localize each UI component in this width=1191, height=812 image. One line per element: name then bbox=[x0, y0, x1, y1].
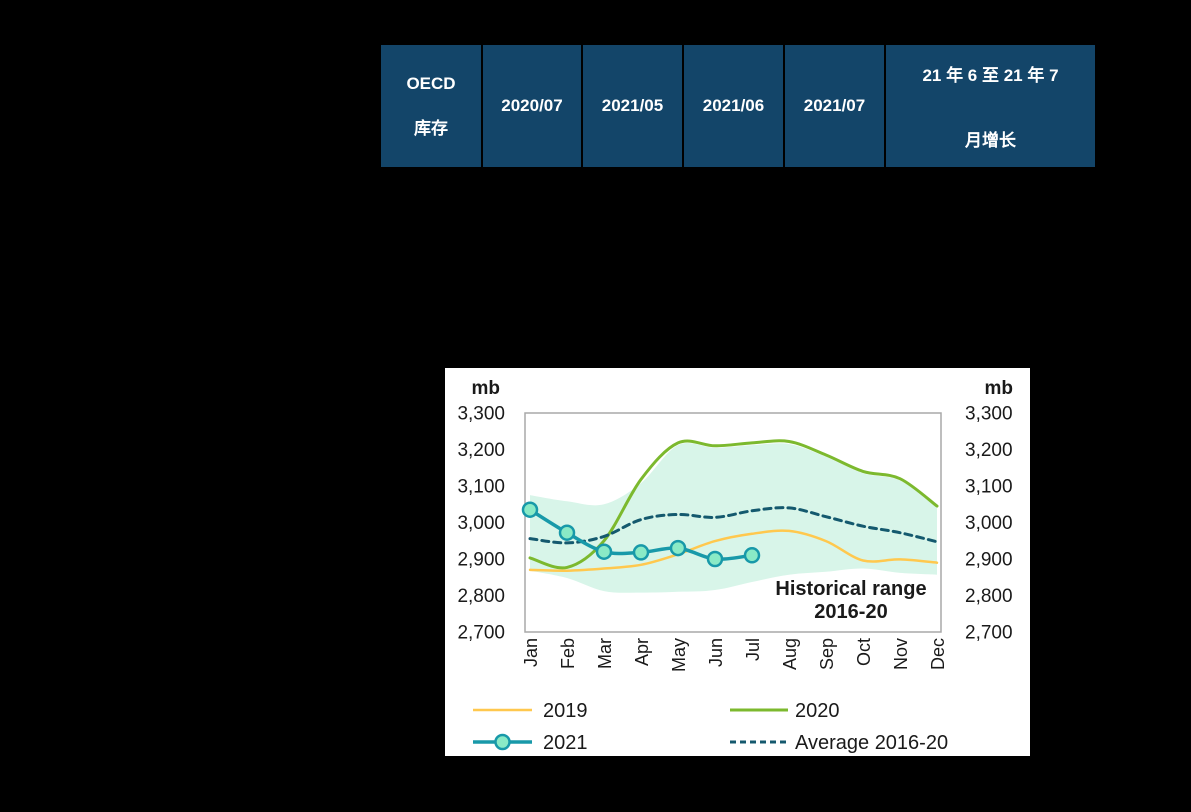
y-tick-label-left: 3,200 bbox=[457, 440, 505, 461]
series-marker-2021 bbox=[669, 539, 687, 557]
oecd-stocks-chart: Historical range 2016-20 mb mb 2,700 2,700 2,8… bbox=[445, 368, 1030, 756]
oecd-stocks-table-header: OECD 库存 2020/07 2021/05 2021/06 2021/07 … bbox=[381, 45, 1095, 167]
y-tick-label-left: 3,000 bbox=[457, 513, 505, 534]
table-header-cell-2021-06: 2021/06 bbox=[684, 45, 783, 167]
legend-label-2019: 2019 bbox=[543, 700, 588, 722]
y-tick-label-left: 2,700 bbox=[457, 623, 505, 644]
table-header-cell-2020-07: 2020/07 bbox=[483, 45, 581, 167]
legend-label-average-2016-20: Average 2016-20 bbox=[795, 732, 948, 754]
y-tick-label-right: 2,800 bbox=[965, 586, 1013, 607]
x-tick-label: Aug bbox=[780, 638, 800, 670]
series-line-average-2016-20 bbox=[528, 506, 939, 545]
historical-range-band bbox=[530, 443, 937, 593]
y-axis-unit-right: mb bbox=[985, 378, 1014, 399]
legend-label-2020: 2020 bbox=[795, 700, 840, 722]
x-tick-label: Dec bbox=[928, 638, 948, 670]
x-tick-label: Nov bbox=[891, 638, 911, 670]
x-tick-label: May bbox=[669, 638, 689, 672]
y-tick-label-left: 3,100 bbox=[457, 477, 505, 498]
x-tick-label: Feb bbox=[558, 638, 578, 669]
table-header-line: 2021/06 bbox=[702, 96, 765, 115]
y-tick-label-right: 3,000 bbox=[965, 513, 1013, 534]
plot-border bbox=[524, 412, 942, 633]
y-tick-label-right: 3,200 bbox=[965, 440, 1013, 461]
legend-label-2021: 2021 bbox=[543, 732, 588, 754]
series-marker-2021 bbox=[632, 544, 650, 561]
table-header-cell-2021-07: 2021/07 bbox=[785, 45, 884, 167]
y-tick-label-right: 2,900 bbox=[965, 550, 1013, 571]
series-line-2020 bbox=[528, 439, 939, 570]
series-marker-2021 bbox=[558, 524, 576, 541]
table-header-line: OECD bbox=[406, 73, 456, 93]
y-tick-label-right: 3,100 bbox=[965, 477, 1013, 498]
y-tick-label-left: 3,300 bbox=[457, 404, 505, 425]
x-tick-label: Jul bbox=[743, 638, 763, 661]
table-header-line: 库存 bbox=[414, 118, 448, 138]
x-tick-label: Sep bbox=[817, 638, 837, 670]
table-header-line: 2021/07 bbox=[803, 96, 866, 115]
table-header-line: 21 年 6 至 21 年 7 bbox=[922, 66, 1059, 85]
series-marker-2021 bbox=[595, 543, 613, 560]
table-header-line: 2021/05 bbox=[601, 96, 664, 115]
y-tick-label-left: 2,800 bbox=[457, 586, 505, 607]
series-marker-2021 bbox=[521, 501, 539, 518]
annotation-historical-range: Historical range bbox=[775, 578, 926, 600]
x-tick-label: Mar bbox=[595, 638, 615, 669]
table-header-cell-monthly-growth: 21 年 6 至 21 年 7 月增长 bbox=[886, 45, 1095, 167]
y-axis-unit-left: mb bbox=[472, 378, 501, 399]
y-tick-label-right: 3,300 bbox=[965, 404, 1013, 425]
y-tick-label-left: 2,900 bbox=[457, 550, 505, 571]
table-header-line: 月增长 bbox=[965, 131, 1016, 150]
table-header-cell-2021-05: 2021/05 bbox=[583, 45, 682, 167]
x-tick-label: Jun bbox=[706, 638, 726, 667]
x-tick-label: Jan bbox=[521, 638, 541, 667]
table-header-line: 2020/07 bbox=[501, 96, 563, 115]
legend-marker-2021 bbox=[494, 733, 511, 751]
y-tick-label-right: 2,700 bbox=[965, 623, 1013, 644]
series-marker-2021 bbox=[743, 547, 761, 564]
x-tick-label: Apr bbox=[632, 638, 652, 666]
annotation-historical-range: 2016-20 bbox=[814, 601, 887, 623]
series-marker-2021 bbox=[706, 550, 724, 568]
series-line-2019 bbox=[528, 529, 939, 572]
table-header-cell-oecd-stocks: OECD 库存 bbox=[381, 45, 481, 167]
x-tick-label: Oct bbox=[854, 638, 874, 666]
